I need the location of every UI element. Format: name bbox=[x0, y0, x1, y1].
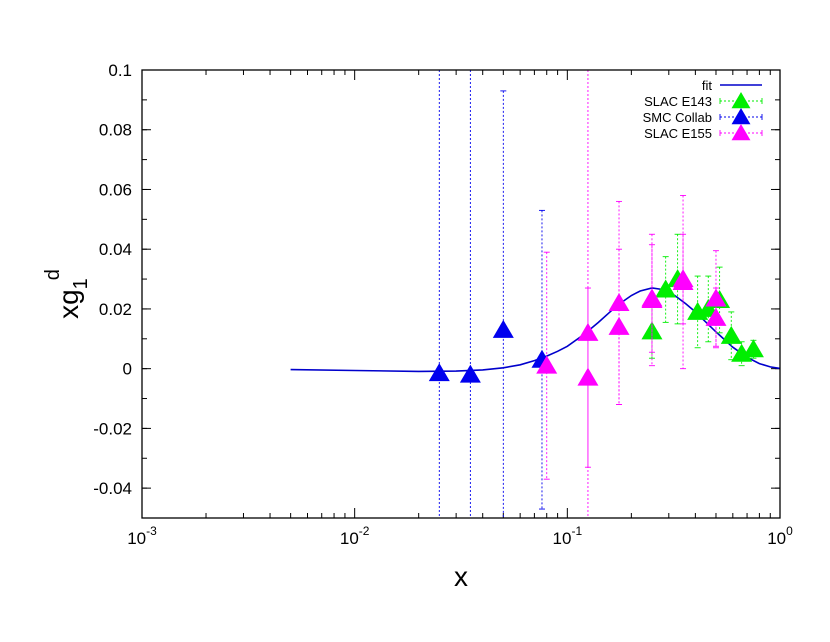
x-tick-label: 10-3 bbox=[127, 524, 157, 548]
y-tick-label: 0.04 bbox=[99, 240, 132, 259]
data-point bbox=[492, 319, 514, 338]
series-smc-collab bbox=[428, 70, 553, 518]
series-slac-e155 bbox=[536, 70, 727, 518]
data-point bbox=[608, 316, 630, 335]
legend-label: fit bbox=[702, 78, 713, 93]
data-layer bbox=[428, 70, 764, 518]
y-tick-label: 0.02 bbox=[99, 300, 132, 319]
y-tick-label: -0.02 bbox=[93, 419, 132, 438]
data-point bbox=[672, 269, 694, 288]
y-tick-label: 0.06 bbox=[99, 180, 132, 199]
x-tick-label: 10-2 bbox=[340, 524, 370, 548]
y-axis-label-sub: 1 bbox=[70, 278, 92, 289]
data-point bbox=[459, 364, 481, 383]
y-axis-label-sup: d bbox=[42, 269, 64, 280]
data-point bbox=[655, 279, 677, 298]
legend-marker bbox=[731, 108, 751, 125]
y-axis-label-main: xg bbox=[53, 289, 84, 319]
legend-label: SMC Collab bbox=[643, 110, 712, 125]
y-tick-label: 0.1 bbox=[108, 61, 132, 80]
legend-marker bbox=[731, 92, 751, 109]
data-point bbox=[742, 339, 764, 358]
legend-label: SLAC E155 bbox=[644, 126, 712, 141]
y-tick-label: 0 bbox=[123, 360, 132, 379]
x-tick-label: 10-1 bbox=[553, 524, 583, 548]
data-point bbox=[577, 367, 599, 386]
data-point bbox=[641, 288, 663, 307]
legend-label: SLAC E143 bbox=[644, 94, 712, 109]
x-tick-label: 100 bbox=[767, 524, 793, 548]
plot-frame bbox=[141, 69, 781, 519]
fit-curve bbox=[290, 287, 781, 373]
data-point bbox=[720, 325, 742, 344]
legend-marker bbox=[731, 124, 751, 141]
data-point bbox=[705, 307, 727, 326]
series-slac-e143 bbox=[641, 233, 764, 367]
y-tick-label: 0.08 bbox=[99, 121, 132, 140]
y-tick-label: -0.04 bbox=[93, 479, 132, 498]
x-axis-label: x bbox=[454, 561, 468, 592]
fit-layer bbox=[290, 287, 781, 373]
data-point bbox=[428, 363, 450, 382]
axes-layer: 0.1 0.08 0.06 0.04 0.02 0 -0.02 -0.04 10-3 10-2 10… bbox=[93, 61, 793, 548]
data-point bbox=[536, 355, 558, 374]
data-point bbox=[577, 322, 599, 341]
y-axis-label: xg1d bbox=[42, 269, 92, 319]
